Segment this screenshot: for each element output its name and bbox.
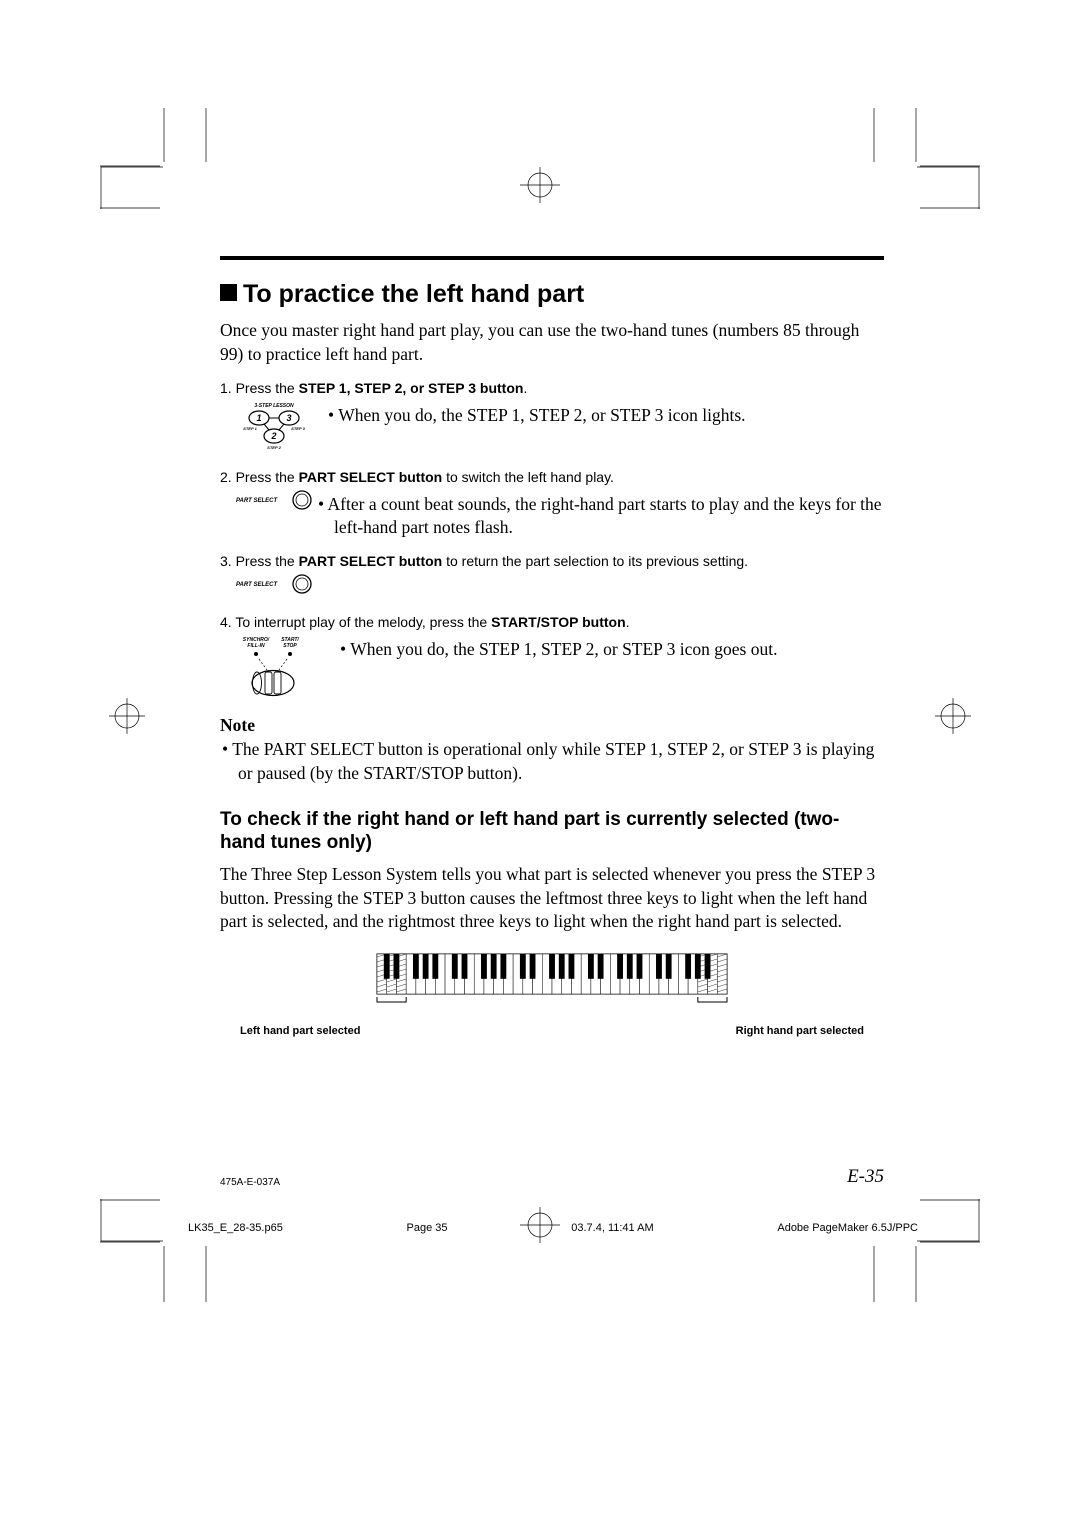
meta-date: 03.7.4, 11:41 AM [571,1222,653,1234]
svg-text:1: 1 [256,413,261,423]
page-number: E-35 [847,1166,884,1188]
svg-text:PART SELECT: PART SELECT [236,582,278,588]
top-rule [220,256,884,260]
footer-code: 475A-E-037A [220,1177,280,1188]
meta-page: Page 35 [407,1222,448,1234]
step-num: 4. [220,614,232,630]
keyboard-diagram: Left hand part selected Right hand part … [220,948,884,1037]
svg-text:STEP 2: STEP 2 [267,445,281,450]
svg-text:2: 2 [270,431,276,441]
intro-text: Once you master right hand part play, yo… [220,319,884,366]
step-lesson-icon: 3-STEP LESSON 1 3 2 STEP 1 STEP 3 [236,400,324,455]
part-select-icon: PART SELECT [236,573,322,600]
square-bullet-icon [220,284,237,301]
subsection-body: The Three Step Lesson System tells you w… [220,863,884,934]
step-1: 1. Press the STEP 1, STEP 2, or STEP 3 b… [220,380,884,455]
page: To practice the left hand part Once you … [0,0,1080,1528]
keyboard-icon [367,948,737,1020]
svg-text:STOP: STOP [283,643,297,649]
step-num: 1. [220,380,232,396]
note-heading: Note [220,715,884,736]
start-stop-icon: SYNCHRO/ FILL-IN START/ STOP [236,634,344,701]
step-num: 3. [220,553,232,569]
kbd-left-label: Left hand part selected [240,1025,360,1037]
step-num: 2. [220,469,232,485]
svg-text:3: 3 [286,413,291,423]
svg-text:PART SELECT: PART SELECT [236,498,278,504]
svg-text:FILL-IN: FILL-IN [247,643,265,649]
part-select-icon: PART SELECT [236,489,322,516]
section-title: To practice the left hand part [220,280,884,309]
icon-top-label: 3-STEP LESSON [254,403,294,409]
svg-text:STEP 1: STEP 1 [243,426,257,431]
svg-text:STEP 3: STEP 3 [291,426,305,431]
kbd-right-label: Right hand part selected [736,1025,864,1037]
subsection-title: To check if the right hand or left hand … [220,808,884,856]
step-3: 3. Press the PART SELECT button to retur… [220,553,884,600]
footer: 475A-E-037A E-35 [220,1172,884,1190]
step-list: 1. Press the STEP 1, STEP 2, or STEP 3 b… [220,380,884,701]
step-sub: • When you do, the STEP 1, STEP 2, or ST… [328,404,746,427]
step-text-prefix: Press the [236,380,299,396]
meta-line: LK35_E_28-35.p65 Page 35 03.7.4, 11:41 A… [188,1222,918,1234]
step-sub: • After a count beat sounds, the right-h… [318,493,884,539]
step-text-suffix: . [523,380,527,396]
step-bold: STEP 1, STEP 2, or STEP 3 button [299,380,524,396]
note-text: • The PART SELECT button is operational … [220,738,884,785]
step-2: 2. Press the PART SELECT button to switc… [220,469,884,539]
step-sub: • When you do, the STEP 1, STEP 2, or ST… [340,638,777,661]
meta-file: LK35_E_28-35.p65 [188,1222,283,1234]
meta-app: Adobe PageMaker 6.5J/PPC [777,1222,918,1234]
section-title-text: To practice the left hand part [243,280,584,308]
content: To practice the left hand part Once you … [220,256,884,1037]
step-4: 4. To interrupt play of the melody, pres… [220,614,884,701]
